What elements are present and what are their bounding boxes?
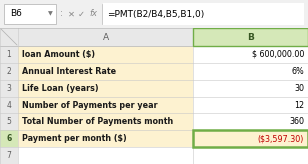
Text: 1: 1: [7, 50, 11, 59]
Bar: [18, 130, 193, 147]
Bar: [193, 147, 308, 164]
Text: ▼: ▼: [48, 11, 53, 17]
Bar: [193, 113, 308, 130]
Text: ($3,597.30): ($3,597.30): [257, 134, 304, 143]
Text: Payment per month ($): Payment per month ($): [22, 134, 127, 143]
Text: 6: 6: [6, 134, 12, 143]
Bar: [193, 97, 308, 113]
Bar: [0, 63, 18, 80]
Bar: [4, 4, 56, 24]
Bar: [18, 46, 193, 63]
Bar: [193, 130, 307, 147]
Bar: [193, 63, 308, 80]
Text: B: B: [247, 32, 254, 41]
Bar: [0, 147, 18, 164]
Text: 30: 30: [294, 84, 304, 93]
Bar: [193, 46, 308, 63]
Text: $ 600,000.00: $ 600,000.00: [252, 50, 304, 59]
Text: 7: 7: [6, 151, 11, 160]
Bar: [193, 130, 308, 147]
Bar: [18, 97, 193, 113]
Text: 4: 4: [6, 101, 11, 110]
Text: 360: 360: [289, 117, 304, 126]
Bar: [0, 80, 18, 97]
Text: Total Number of Payments month: Total Number of Payments month: [22, 117, 173, 126]
Text: ✕: ✕: [68, 10, 75, 19]
Text: 5: 5: [6, 117, 11, 126]
Bar: [18, 80, 193, 97]
Bar: [193, 28, 308, 46]
Bar: [0, 46, 18, 63]
Text: fx: fx: [89, 10, 97, 19]
Text: 12: 12: [294, 101, 304, 110]
Text: ✓: ✓: [78, 10, 85, 19]
Text: 3: 3: [6, 84, 11, 93]
Text: =PMT(B2/B4,B5,B1,0): =PMT(B2/B4,B5,B1,0): [107, 10, 204, 19]
Bar: [18, 113, 193, 130]
Bar: [193, 28, 307, 46]
Text: Annual Interest Rate: Annual Interest Rate: [22, 67, 116, 76]
Text: Life Loan (years): Life Loan (years): [22, 84, 99, 93]
Text: 6%: 6%: [291, 67, 304, 76]
Text: :: :: [60, 10, 63, 19]
Text: Number of Payments per year: Number of Payments per year: [22, 101, 158, 110]
Bar: [18, 147, 193, 164]
Bar: [0, 97, 18, 113]
Text: B6: B6: [10, 10, 22, 19]
Bar: [193, 80, 308, 97]
Text: A: A: [103, 32, 108, 41]
Text: 2: 2: [7, 67, 11, 76]
Bar: [18, 63, 193, 80]
Bar: [0, 130, 18, 147]
Text: loan Amount ($): loan Amount ($): [22, 50, 95, 59]
Bar: [103, 3, 304, 25]
Bar: [0, 28, 18, 46]
Bar: [18, 28, 193, 46]
Bar: [0, 113, 18, 130]
